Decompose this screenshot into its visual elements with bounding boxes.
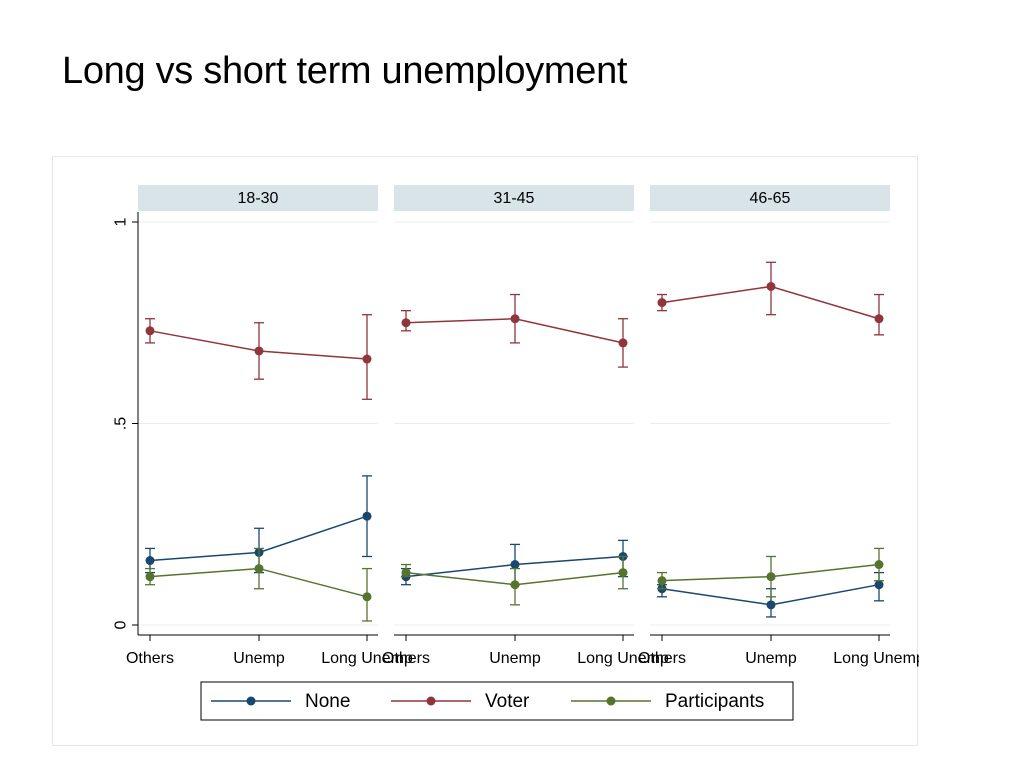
data-point-participants-1-1 (510, 580, 520, 590)
data-point-voter-0-2 (362, 354, 372, 364)
x-tick-label-0-2: Long Unemp (321, 650, 413, 667)
data-point-none-2-2 (874, 580, 884, 590)
data-point-voter-0-0 (145, 326, 155, 336)
data-point-voter-1-0 (401, 318, 411, 328)
x-tick-label-0-0: Others (126, 650, 174, 667)
data-point-voter-2-1 (766, 281, 776, 291)
x-tick-label-0-1: Unemp (233, 650, 285, 667)
data-point-participants-2-1 (766, 572, 776, 582)
data-point-participants-0-2 (362, 592, 372, 602)
data-point-voter-2-0 (657, 298, 667, 308)
legend-label-participants: Participants (665, 691, 764, 712)
data-point-participants-2-2 (874, 560, 884, 570)
slide-title: Long vs short term unemployment (62, 50, 628, 92)
data-point-voter-2-2 (874, 314, 884, 324)
chart-frame: 18-30 Others Unemp Long Unemp 31-45 Others Une… (52, 156, 919, 746)
legend-marker-participants (606, 696, 616, 706)
panel-title-0: 18-30 (238, 190, 279, 207)
data-point-none-1-1 (510, 560, 520, 570)
legend-label-none: None (305, 691, 350, 712)
data-point-none-0-2 (362, 511, 372, 521)
panel-title-2: 46-65 (750, 190, 791, 207)
data-point-participants-0-0 (145, 572, 155, 582)
legend-box (200, 681, 794, 721)
legend-marker-none (246, 696, 256, 706)
data-point-participants-0-1 (254, 564, 264, 574)
chart-svg: 18-30 Others Unemp Long Unemp 31-45 Others Une… (113, 185, 919, 721)
x-tick-label-1-0: Others (382, 650, 430, 667)
data-point-voter-0-1 (254, 346, 264, 356)
panel-header-1 (394, 185, 634, 211)
x-tick-label-1-1: Unemp (489, 650, 541, 667)
data-point-participants-2-0 (657, 576, 667, 586)
data-point-participants-1-0 (401, 568, 411, 578)
x-tick-label-1-2: Long Unemp (577, 650, 669, 667)
x-tick-label-2-2: Long Unemp (833, 650, 919, 667)
y-tick-label-2: 1 (113, 217, 130, 226)
x-tick-label-2-1: Unemp (745, 650, 797, 667)
panel-header-2 (650, 185, 890, 211)
x-tick-label-2-0: Others (638, 650, 686, 667)
panel-header-0 (138, 185, 378, 211)
data-point-voter-1-1 (510, 314, 520, 324)
data-point-none-2-1 (766, 600, 776, 610)
y-tick-label-0: 0 (113, 620, 130, 629)
legend-label-voter: Voter (485, 691, 530, 712)
y-tick-label-1: .5 (113, 417, 130, 430)
data-point-none-0-0 (145, 556, 155, 566)
data-point-participants-1-2 (618, 568, 628, 578)
data-point-voter-1-2 (618, 338, 628, 348)
panel-title-1: 31-45 (494, 190, 535, 207)
legend-marker-voter (426, 696, 436, 706)
